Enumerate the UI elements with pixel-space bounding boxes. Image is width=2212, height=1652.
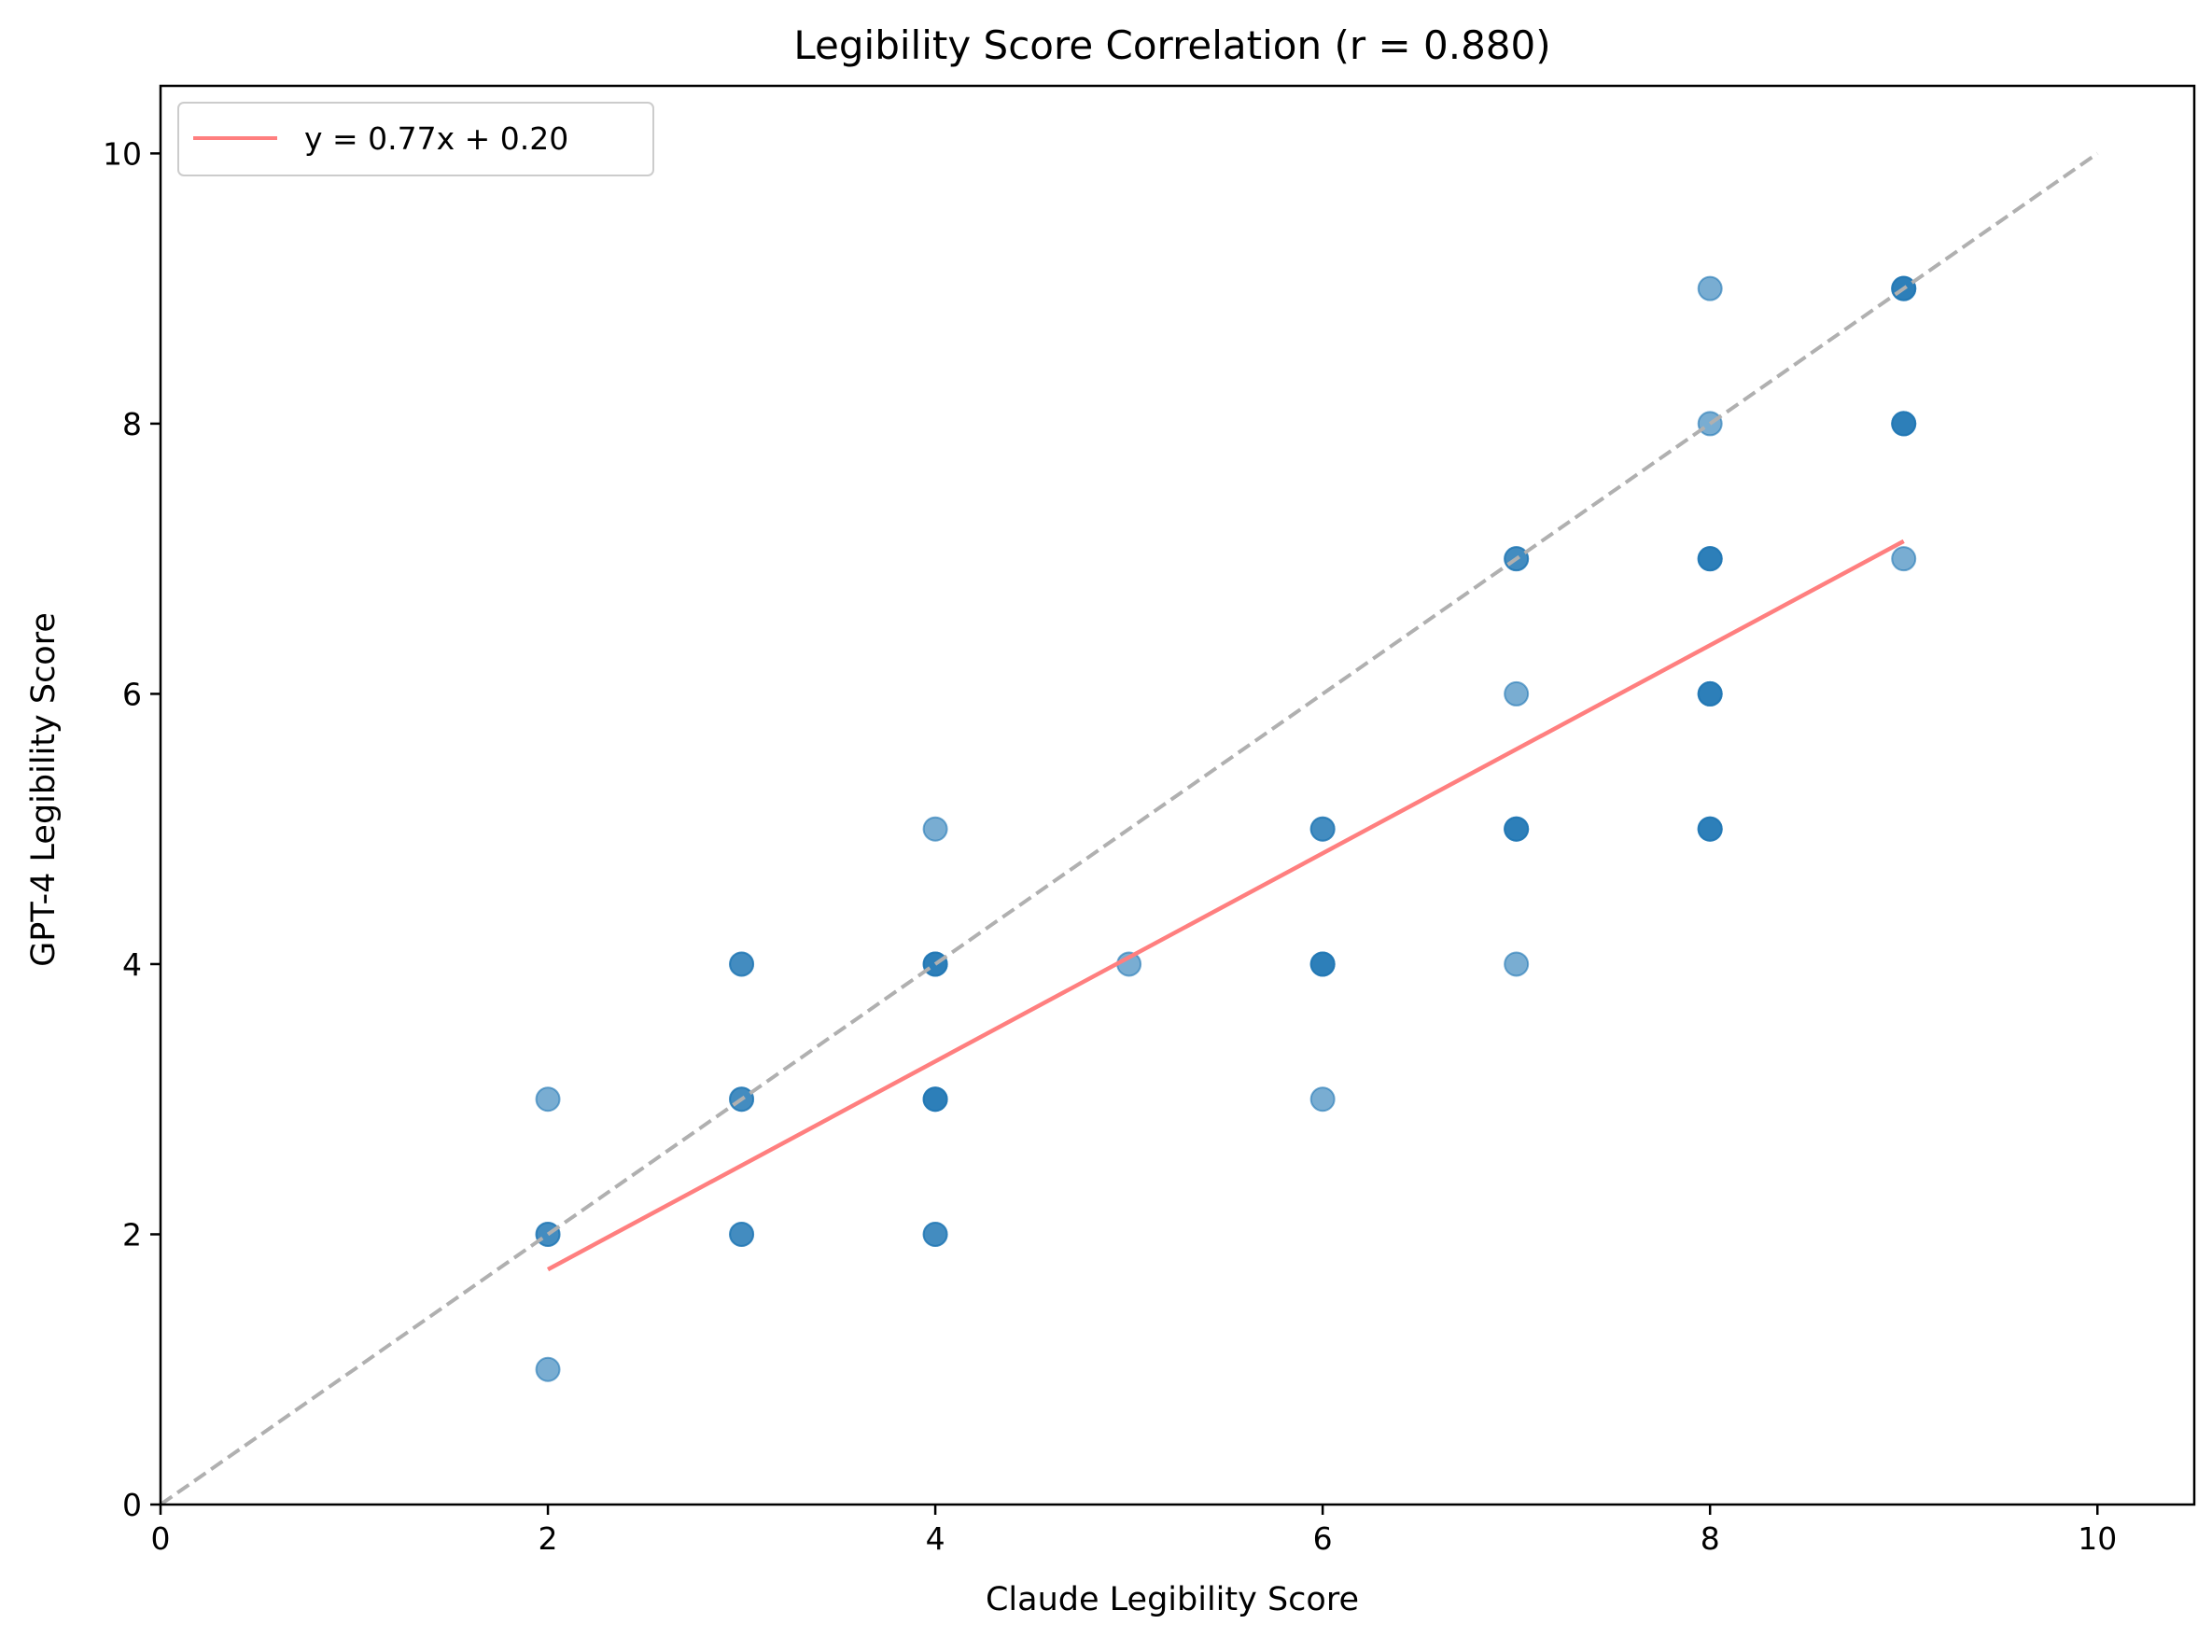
scatter-point	[729, 1221, 755, 1247]
axes-frame	[159, 84, 2196, 1506]
scatter-point	[922, 1221, 948, 1247]
legend-label: y = 0.77x + 0.20	[304, 120, 568, 157]
scatter-point	[1891, 411, 1917, 437]
fit-line	[546, 539, 1905, 1272]
x-tick-label: 6	[1313, 1520, 1333, 1557]
scatter-point	[1697, 816, 1723, 842]
reference-line	[161, 151, 2099, 1505]
scatter-point	[535, 1086, 561, 1113]
x-tick-label: 2	[539, 1520, 558, 1557]
y-axis-label: GPT-4 Legibility Score	[25, 612, 63, 967]
scatter-point	[1891, 546, 1917, 572]
scatter-point	[1309, 816, 1336, 842]
y-tick-label: 4	[122, 946, 142, 983]
scatter-point	[1697, 680, 1723, 707]
x-tick-label: 10	[2078, 1520, 2117, 1557]
scatter-point	[729, 951, 755, 977]
legend: y = 0.77x + 0.20	[177, 102, 654, 176]
y-tick-label: 10	[103, 135, 142, 172]
x-axis-label: Claude Legibility Score	[986, 1581, 1359, 1618]
scatter-point	[1504, 680, 1530, 707]
y-tick-label: 6	[122, 676, 142, 712]
y-tick-label: 2	[122, 1216, 142, 1253]
scatter-point	[1697, 546, 1723, 572]
scatter-point	[1697, 275, 1723, 301]
x-tick-label: 8	[1701, 1520, 1720, 1557]
marks-layer	[161, 151, 2099, 1505]
chart-title: Legibility Score Correlation (r = 0.880)	[793, 22, 1550, 68]
scatter-point	[922, 1086, 948, 1113]
legend-frame	[177, 102, 654, 176]
scatter-point	[1309, 951, 1336, 977]
scatter-point	[922, 816, 948, 842]
y-tick-label: 8	[122, 406, 142, 442]
x-tick-label: 4	[926, 1520, 945, 1557]
x-tick-label: 0	[151, 1520, 171, 1557]
scatter-point	[1504, 951, 1530, 977]
scatter-point	[1504, 816, 1530, 842]
axes-layer: 0 2 4 6 8 10 0 2 4 6 8 10	[103, 84, 2196, 1557]
scatter-point	[1309, 1086, 1336, 1113]
scatter-point	[535, 1356, 561, 1382]
y-tick-label: 0	[122, 1487, 142, 1523]
